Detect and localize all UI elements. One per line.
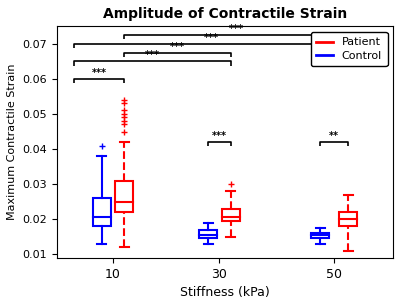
Bar [222, 209, 240, 221]
Legend: Patient, Control: Patient, Control [310, 32, 388, 66]
Text: ***: *** [170, 42, 185, 51]
Text: ***: *** [145, 50, 160, 60]
Text: ***: *** [229, 24, 244, 34]
Text: **: ** [329, 131, 339, 141]
X-axis label: Stiffness (kPa): Stiffness (kPa) [180, 286, 270, 299]
Bar [93, 198, 111, 226]
Text: ***: *** [204, 33, 218, 43]
Bar [311, 233, 329, 238]
Title: Amplitude of Contractile Strain: Amplitude of Contractile Strain [103, 7, 347, 21]
Text: ***: *** [212, 131, 227, 141]
Bar [199, 230, 217, 238]
Y-axis label: Maximum Contractile Strain: Maximum Contractile Strain [7, 64, 17, 220]
Bar [115, 181, 133, 212]
Bar [339, 212, 357, 226]
Text: ***: *** [92, 68, 106, 78]
